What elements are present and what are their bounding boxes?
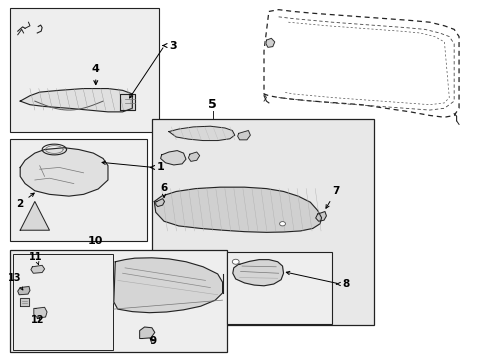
Text: 3: 3 — [163, 41, 176, 50]
Polygon shape — [168, 126, 234, 140]
Text: 12: 12 — [30, 315, 44, 325]
Polygon shape — [188, 152, 199, 161]
Text: 6: 6 — [160, 184, 167, 198]
Polygon shape — [34, 307, 47, 318]
Bar — [10, 250, 227, 352]
Bar — [227, 252, 331, 324]
Polygon shape — [265, 39, 274, 47]
Text: 11: 11 — [29, 252, 42, 265]
Text: 9: 9 — [149, 336, 156, 346]
Polygon shape — [18, 287, 30, 295]
Polygon shape — [114, 258, 222, 313]
Polygon shape — [315, 212, 326, 221]
Text: 8: 8 — [336, 279, 348, 289]
Text: 10: 10 — [88, 237, 103, 246]
Polygon shape — [20, 148, 108, 196]
Bar — [13, 254, 113, 350]
Polygon shape — [160, 150, 185, 165]
Polygon shape — [237, 131, 250, 140]
Polygon shape — [156, 199, 164, 207]
Bar — [10, 8, 159, 132]
Polygon shape — [20, 202, 49, 230]
Circle shape — [279, 222, 285, 226]
Polygon shape — [20, 89, 132, 112]
Text: 5: 5 — [208, 98, 217, 111]
Text: 4: 4 — [92, 64, 100, 85]
Polygon shape — [20, 298, 29, 306]
Circle shape — [232, 259, 239, 264]
Text: 13: 13 — [8, 273, 23, 290]
Polygon shape — [120, 94, 135, 110]
Polygon shape — [264, 10, 458, 117]
Bar — [152, 119, 373, 325]
Polygon shape — [140, 327, 155, 338]
Text: 2: 2 — [17, 193, 34, 209]
Polygon shape — [154, 187, 321, 232]
Bar — [10, 139, 147, 241]
Text: 7: 7 — [325, 186, 339, 208]
Text: 1: 1 — [150, 162, 164, 172]
Polygon shape — [31, 265, 44, 273]
Polygon shape — [232, 260, 283, 286]
